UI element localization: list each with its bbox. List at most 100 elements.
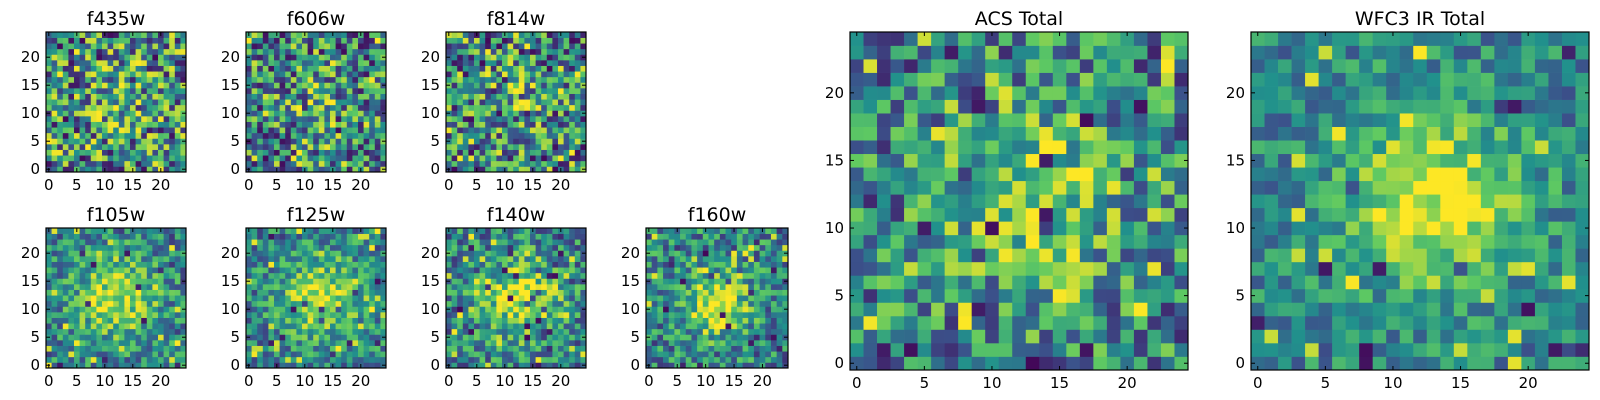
heatmap-cell [274, 272, 280, 279]
heatmap-cell [580, 121, 587, 128]
heatmap-cell [313, 228, 320, 234]
heatmap-cell [1174, 315, 1189, 330]
heatmap-cell [90, 362, 97, 369]
heatmap-cell [135, 99, 142, 106]
heatmap-cell [374, 121, 381, 128]
heatmap-cell [552, 228, 559, 234]
heatmap-cell [163, 82, 170, 89]
heatmap-cell [742, 328, 749, 335]
heatmap-cell [251, 334, 258, 341]
heatmap-cell [318, 289, 325, 296]
heatmap-cell [330, 278, 336, 285]
heatmap-cell [113, 110, 120, 117]
heatmap-cell [290, 127, 297, 134]
heatmap-cell [457, 71, 464, 78]
heatmap-cell [307, 272, 314, 279]
heatmap-cell [580, 65, 587, 72]
heatmap-cell [158, 88, 164, 94]
heatmap-cell [569, 362, 576, 369]
heatmap-cell [736, 261, 743, 268]
heatmap-cell [268, 261, 275, 268]
heatmap-cell [324, 239, 331, 246]
heatmap-cell [352, 93, 359, 100]
heatmap-cell [904, 207, 918, 222]
heatmap-cell [158, 71, 164, 78]
heatmap-cell [341, 149, 348, 156]
heatmap-cell [285, 65, 292, 72]
heatmap-cell [1093, 356, 1108, 371]
heatmap-cell [68, 116, 75, 122]
heatmap-cell [96, 144, 103, 150]
heatmap-cell [725, 239, 732, 246]
heatmap-cell [490, 278, 497, 285]
heatmap-cell [877, 356, 891, 371]
heatmap-cell [1012, 302, 1027, 317]
heatmap-cell [330, 82, 336, 89]
heatmap-cell [358, 295, 364, 302]
heatmap-cell [877, 261, 891, 276]
heatmap-cell [574, 351, 581, 358]
heatmap-cell [485, 93, 492, 100]
heatmap-cell [558, 65, 564, 72]
heatmap-cell [107, 306, 114, 313]
heatmap-cell [341, 121, 348, 128]
heatmap-cell [462, 228, 469, 234]
heatmap-cell [130, 328, 136, 335]
heatmap-cell [546, 250, 553, 257]
heatmap-cell [731, 250, 738, 257]
heatmap-cell [569, 284, 576, 290]
heatmap-cell [290, 284, 297, 290]
heatmap-cell [502, 261, 508, 268]
heatmap-cell [776, 256, 783, 262]
heatmap-cell [268, 93, 275, 100]
heatmap-cell [330, 99, 336, 106]
heatmap-cell [68, 104, 75, 111]
heatmap-cell [318, 116, 325, 122]
heatmap-cell [358, 317, 364, 324]
heatmap-cell [546, 244, 553, 251]
heatmap-cell [318, 295, 325, 302]
heatmap-cell [479, 362, 486, 369]
heatmap-cell [541, 104, 548, 111]
heatmap-cell [146, 76, 153, 83]
heatmap-cell [513, 76, 520, 83]
heatmap-cell [725, 295, 732, 302]
heatmap-cell [57, 306, 64, 313]
heatmap-cell [524, 121, 531, 128]
heatmap-cell [765, 323, 772, 330]
heatmap-cell [518, 317, 525, 324]
heatmap-cell [285, 233, 292, 240]
heatmap-cell [285, 250, 292, 257]
heatmap-cell [552, 149, 559, 156]
heatmap-cell [324, 155, 331, 162]
heatmap-cell [262, 362, 269, 369]
heatmap-cell [268, 65, 275, 72]
heatmap-cell [374, 127, 381, 134]
heatmap-cell [279, 76, 286, 83]
heatmap-cell [324, 76, 331, 83]
heatmap-cell [877, 180, 891, 195]
heatmap-cell [79, 54, 86, 61]
heatmap-cell [46, 300, 52, 307]
heatmap-cell [680, 250, 687, 257]
heatmap-cell [118, 166, 125, 173]
heatmap-cell [141, 351, 148, 358]
heatmap-cell [96, 82, 103, 89]
heatmap-cell [335, 345, 342, 352]
heatmap-cell [85, 132, 92, 139]
heatmap-cell [1106, 167, 1121, 182]
heatmap-cell [268, 278, 275, 285]
heatmap-cell [124, 60, 131, 66]
heatmap-cell [262, 261, 269, 268]
heatmap-cell [1133, 194, 1148, 209]
heatmap-cell [753, 295, 760, 302]
heatmap-cell [1052, 329, 1067, 344]
heatmap-cell [462, 300, 469, 307]
heatmap-cell [113, 356, 120, 363]
heatmap-cell [770, 272, 777, 279]
heatmap-cell [341, 323, 348, 330]
heatmap-cell [513, 351, 520, 358]
heatmap-cell [79, 328, 86, 335]
heatmap-cell [51, 312, 58, 318]
heatmap-cells-f140w [446, 228, 587, 369]
